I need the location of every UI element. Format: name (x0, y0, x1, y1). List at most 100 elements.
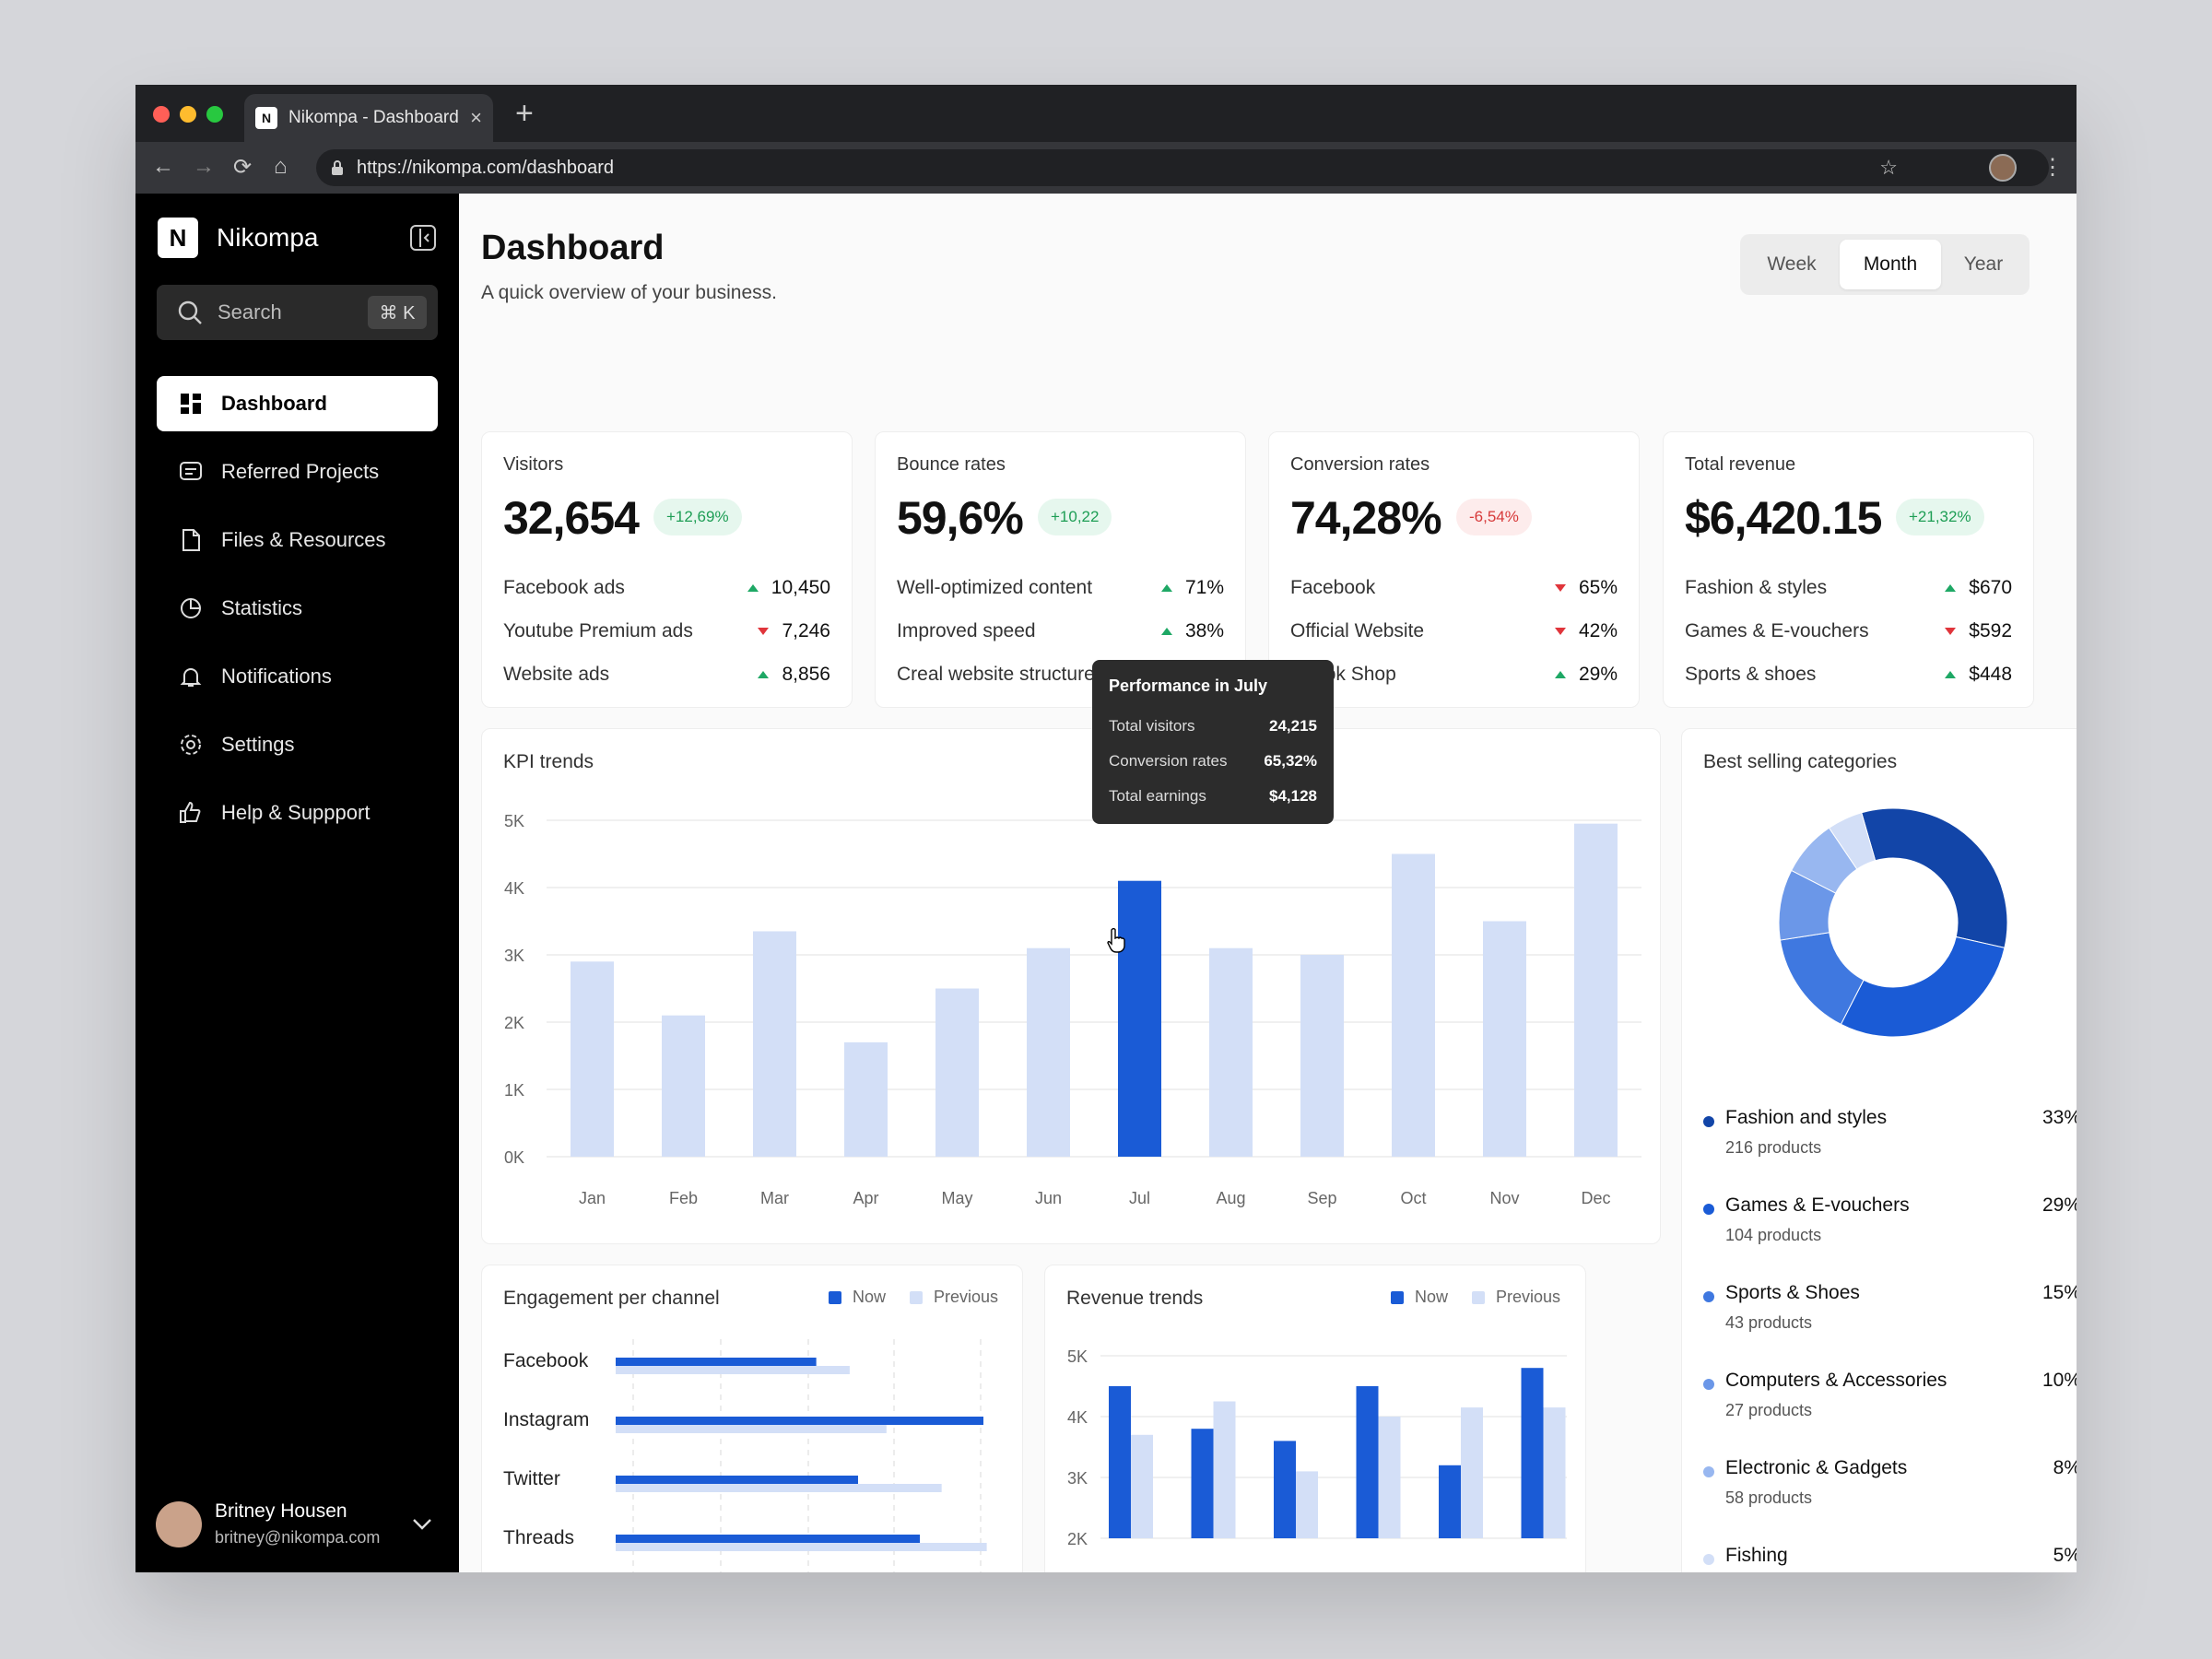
close-window-button[interactable] (153, 106, 170, 123)
sidebar-item-label: Help & Suppport (221, 801, 371, 824)
bar-previous (1378, 1417, 1401, 1538)
stat-label: Bounce rates (897, 454, 1006, 475)
sidebar-item-files[interactable]: Files & Resources (157, 512, 438, 568)
y-category-label: Facebook (503, 1350, 589, 1371)
category-count: 104 products (1725, 1226, 1822, 1244)
browser-tab[interactable]: N Nikompa - Dashboard × (244, 94, 493, 142)
chevron-down-icon[interactable] (412, 1518, 432, 1531)
forward-icon[interactable]: → (193, 154, 215, 179)
y-tick-label: 1K (504, 1081, 524, 1100)
kebab-menu-icon[interactable]: ⋮ (2041, 155, 2064, 180)
bar (662, 1015, 705, 1157)
gear-icon (179, 733, 203, 757)
stat-value: 74,28% (1290, 492, 1442, 544)
period-year-button[interactable]: Year (1963, 253, 2004, 275)
main-content: Dashboard A quick overview of your busin… (459, 194, 2077, 1572)
stat-row-value: 7,246 (782, 620, 830, 641)
arrow-up-icon (747, 584, 759, 592)
collapse-sidebar-icon[interactable] (410, 225, 436, 251)
stat-row: Fashion & styles $670 (1685, 574, 2012, 602)
period-month-button[interactable]: Month (1840, 240, 1941, 289)
category-percent: 33% (2041, 1107, 2077, 1128)
arrow-down-icon (1945, 628, 1957, 635)
y-category-label: Twitter (503, 1468, 560, 1489)
stat-value: $6,420.15 (1685, 492, 1882, 544)
stat-row-value: 65% (1578, 577, 1618, 598)
kpi-trends-chart[interactable]: 0K 1K 2K 3K 4K 5K Jan Feb Mar Apr May Jun Jul Aug Sep O… (482, 729, 1662, 1245)
donut-slice (1861, 807, 2008, 948)
search-shortcut: ⌘ K (368, 296, 427, 329)
x-tick-label: Dec (1581, 1189, 1610, 1207)
browser-toolbar: ← → ⟳ ⌂ https://nikompa.com/dashboard ☆ … (135, 142, 2077, 194)
lock-icon (332, 160, 343, 175)
sidebar-item-statistics[interactable]: Statistics (157, 581, 438, 636)
search-input[interactable]: Search (218, 300, 282, 324)
category-percent: 15% (2041, 1282, 2077, 1303)
address-bar[interactable]: https://nikompa.com/dashboard ☆ (316, 149, 2049, 186)
category-item[interactable]: Computers & Accessories 10% 27 products (1703, 1370, 2077, 1434)
period-selector: Week Month Year (1740, 234, 2030, 295)
chart-title: KPI trends (503, 751, 594, 772)
tooltip-row: Total visitors 24,215 (1109, 709, 1317, 744)
sidebar-item-dashboard[interactable]: Dashboard (157, 376, 438, 431)
search-box[interactable]: Search ⌘ K (157, 285, 438, 340)
brand[interactable]: N Nikompa (158, 218, 318, 258)
category-percent: 10% (2041, 1370, 2077, 1391)
sidebar-item-label: Dashboard (221, 392, 327, 415)
stat-row-label: Improved speed (897, 620, 1036, 641)
arrow-up-icon (758, 671, 770, 678)
legend: Now Previous (829, 1288, 998, 1307)
sidebar-item-settings[interactable]: Settings (157, 717, 438, 772)
bar (1483, 921, 1526, 1157)
legend: Now Previous (1391, 1288, 1560, 1307)
category-dot (1703, 1466, 1714, 1477)
category-item[interactable]: Electronic & Gadgets 8% 58 products (1703, 1457, 2077, 1522)
stat-row-label: Facebook (1290, 577, 1376, 598)
category-item[interactable]: Fashion and styles 33% 216 products (1703, 1107, 2077, 1171)
change-badge: +21,32% (1896, 499, 1984, 535)
category-item[interactable]: Games & E-vouchers 29% 104 products (1703, 1194, 2077, 1259)
profile-avatar[interactable] (1989, 154, 2017, 182)
best-selling-card: Best selling categories Fashion and styl… (1681, 728, 2077, 1572)
period-week-button[interactable]: Week (1767, 253, 1817, 275)
stat-row-value: 29% (1578, 664, 1618, 685)
category-item[interactable]: Fishing 5% 31 products (1703, 1545, 2077, 1572)
star-icon[interactable]: ☆ (1879, 156, 1898, 179)
stat-row-label: Official Website (1290, 620, 1425, 641)
tooltip-label: Total earnings (1109, 787, 1206, 805)
stat-label: Conversion rates (1290, 454, 1430, 475)
engagement-chart[interactable]: 0 5K 10K 20K 30KFacebookInstagramTwitterThre… (482, 1265, 1024, 1572)
back-icon[interactable]: ← (152, 154, 174, 179)
bar-now (1356, 1386, 1379, 1538)
kpi-tooltip: Performance in July Total visitors 24,215… (1092, 660, 1334, 824)
category-dot (1703, 1379, 1714, 1390)
maximize-window-button[interactable] (206, 106, 223, 123)
close-tab-icon[interactable]: × (470, 106, 482, 129)
user-profile[interactable]: Britney Housen britney@nikompa.com (156, 1500, 432, 1547)
minimize-window-button[interactable] (180, 106, 196, 123)
categories-donut-chart[interactable] (1682, 784, 2077, 1079)
bar-now (616, 1476, 858, 1484)
sidebar-menu: Dashboard Referred Projects Files & Reso… (157, 376, 438, 853)
sidebar-item-help[interactable]: Help & Suppport (157, 785, 438, 841)
category-name: Fashion and styles (1725, 1107, 1888, 1128)
sidebar-item-referred-projects[interactable]: Referred Projects (157, 444, 438, 500)
sidebar: N Nikompa Search ⌘ K Dashboard Referred … (135, 194, 459, 1572)
bar (1209, 947, 1253, 1157)
stat-row-label: Fashion & styles (1685, 577, 1828, 598)
browser-tab-bar: N Nikompa - Dashboard × + (135, 85, 2077, 142)
y-tick-label: 5K (504, 812, 524, 830)
sidebar-item-notifications[interactable]: Notifications (157, 649, 438, 704)
x-tick-label: Jun (1035, 1189, 1062, 1207)
x-tick-label: Nov (1489, 1189, 1519, 1207)
category-item[interactable]: Sports & Shoes 15% 43 products (1703, 1282, 2077, 1347)
stat-row: Facebook 65% (1290, 574, 1618, 602)
new-tab-icon[interactable]: + (515, 96, 534, 131)
tooltip-title: Performance in July (1109, 677, 1268, 695)
home-icon[interactable]: ⌂ (274, 154, 288, 179)
reload-icon[interactable]: ⟳ (233, 155, 253, 180)
category-name: Fishing (1725, 1545, 1788, 1566)
bar (935, 988, 979, 1157)
bar (1574, 823, 1618, 1157)
